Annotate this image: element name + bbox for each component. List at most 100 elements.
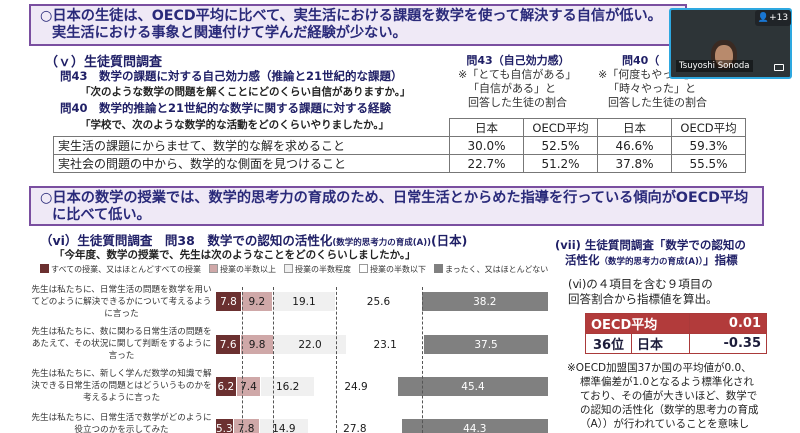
legend-swatch-icon <box>359 264 368 273</box>
note-line: の認知の活性化（数学的思考力の育成 <box>580 404 759 416</box>
bar-label: 先生は私たちに、数に関わる日常生活の問題をあたえて、その状況に関して判断をするよ… <box>31 327 212 361</box>
q43-column-header: 問43（自己効力感） ※「とても自信がある」 「自信がある」と 回答した生徒の割… <box>458 54 578 110</box>
boundary-line <box>421 287 423 433</box>
q43-note-3: 回答した生徒の割合 <box>468 96 567 109</box>
table-cell-japan-q43: 22.7% <box>449 154 524 173</box>
summary-box-2-line1: ○日本の数学の授業では、数学的思考力の育成のため、日常生活とからめた指導を行って… <box>40 190 749 206</box>
note-line: ※OECD加盟国37か国の平均値が0.0、 <box>567 362 752 374</box>
section-vi-heading-tail: (日本) <box>430 233 468 248</box>
boundary-line <box>336 287 338 433</box>
note-line: 標準偏差が1.0となるよう標準化され <box>580 376 754 388</box>
section-vii-desc-2: 回答割合から指標値を算出。 <box>568 292 718 306</box>
header-japan-q43: 日本 <box>449 118 524 137</box>
table-cell-oecd-q40: 59.3% <box>671 136 746 155</box>
section-vii-note: ※OECD加盟国37か国の平均値が0.0、 標準偏差が1.0となるよう標準化され… <box>567 361 759 431</box>
legend-item: すべての授業、又はほとんどすべての授業 <box>40 264 201 275</box>
q40-column-title: 問40（ <box>622 54 660 67</box>
japan-rank: 36位 <box>585 333 632 354</box>
boundary-line <box>272 287 274 433</box>
oecd-average-value: 0.01 <box>689 313 767 334</box>
bar-segment: 24.9 <box>315 377 398 396</box>
table-cell-japan-q40: 46.6% <box>597 136 672 155</box>
q43-prompt: 「次のような数学の問題を解くことにどのくらい自信がありますか。」 <box>80 86 411 98</box>
bar-segment: 7.8 <box>216 292 242 311</box>
section-vii-heading-2a: 活性化 <box>565 253 600 267</box>
table-cell-oecd-q40: 55.5% <box>671 154 746 173</box>
legend-label: まったく、又はほとんどない <box>445 265 549 274</box>
section-vi-prompt: 「今年度、数学の授業で、先生は次のようなことをどのくらいしましたか。」 <box>54 249 416 261</box>
q40-title: 問40 数学的推論と21世紀的な数学に関する課題に対する経験 <box>60 101 392 115</box>
section-vii-heading-2b: （数学的思考力の育成(A)） <box>599 257 704 267</box>
bar-segment: 25.6 <box>336 292 422 311</box>
summary-box-1-line1: ○日本の生徒は、OECD平均に比べて、実生活における課題を数学を使って解決する自… <box>40 8 662 24</box>
japan-value: -0.35 <box>689 333 767 354</box>
participant-avatar <box>715 45 733 67</box>
bar-segment: 7.6 <box>216 335 242 354</box>
summary-box-1-line2: 実生活における事象と関連付けて学んだ経験が少ない。 <box>52 25 407 41</box>
legend-swatch-icon <box>284 264 293 273</box>
section-vii-heading-line1: (vii) 生徒質問調査「数学での認知の <box>555 238 746 252</box>
participants-count-button[interactable]: 👤+13 <box>755 10 791 26</box>
header-oecd-q40: OECD平均 <box>671 118 746 137</box>
table-row-item: 実社会の問題の中から、数学的な側面を見つけること <box>53 154 450 173</box>
note-line: ており、その値が大きいほど、数学で <box>580 390 758 402</box>
bar-segment: 5.3 <box>216 419 234 433</box>
bar-segment: 27.8 <box>309 419 402 433</box>
boundary-line <box>242 287 243 433</box>
summary-box-2-line2: に比べて低い。 <box>52 207 151 223</box>
bar-segment: 23.1 <box>347 335 425 354</box>
section-vii-heading-line2: 活性化（数学的思考力の育成(A)）」指標 <box>555 253 746 270</box>
table-cell-japan-q40: 37.8% <box>597 154 672 173</box>
summary-box-2: ○日本の数学の授業では、数学的思考力の育成のため、日常生活とからめた指導を行って… <box>29 186 764 226</box>
bar-segment: 14.9 <box>259 419 310 433</box>
index-score-table: OECD平均 0.01 36位 日本 -0.35 <box>584 313 767 354</box>
bar-segment: 9.2 <box>242 292 273 311</box>
q40-note-2: 「時々やった」と <box>608 82 696 95</box>
legend-label: すべての授業、又はほとんどすべての授業 <box>51 265 201 274</box>
note-line: （A））が行われていることを意味し <box>580 418 750 430</box>
legend-item: 授業の半数以下 <box>359 264 426 275</box>
participant-name: Tsuyoshi Sonoda <box>676 60 753 72</box>
bar-segment: 44.3 <box>401 419 549 433</box>
header-oecd-q43: OECD平均 <box>523 118 598 137</box>
oecd-average-row: OECD平均 0.01 <box>584 313 767 334</box>
camera-icon[interactable] <box>774 64 784 71</box>
section-vii-desc: (ⅵ)の４項目を含む９項目の 回答割合から指標値を算出。 <box>568 277 718 307</box>
stacked-bar: 7.8 9.2 19.1 25.6 38.2 <box>216 292 549 311</box>
section-vi-heading: （vi）生徒質問調査 問38 数学での認知の活性化(数学的思考力の育成(A))(… <box>40 230 467 249</box>
q40-prompt: 「学校で、次のような数学的な活動をどのくらいやりましたか。」 <box>80 119 390 131</box>
legend-label: 授業の半数以上 <box>220 265 276 274</box>
bar-segment: 45.4 <box>397 377 549 396</box>
section-vii-heading-2c: 」指標 <box>703 253 738 267</box>
legend-swatch-icon <box>40 264 49 273</box>
section-vii-heading: (vii) 生徒質問調査「数学での認知の 活性化（数学的思考力の育成(A)）」指… <box>555 238 746 270</box>
summary-box-1: ○日本の生徒は、OECD平均に比べて、実生活における課題を数学を使って解決する自… <box>29 4 687 46</box>
bar-segment: 22.0 <box>273 335 348 354</box>
stacked-bar: 5.3 7.8 14.9 27.8 44.3 <box>216 419 549 433</box>
table-row: 実生活の課題にからませて、数学的な解を求めること 30.0% 52.5% 46.… <box>53 136 746 155</box>
bar-segment: 19.1 <box>272 292 337 311</box>
person-icon: 👤 <box>757 13 770 23</box>
section-v-heading: （ｖ）生徒質問調査 <box>45 55 163 70</box>
japan-row: 36位 日本 -0.35 <box>585 333 767 354</box>
legend-swatch-icon <box>434 264 443 273</box>
bar-segment: 16.2 <box>261 377 316 396</box>
legend-label: 授業の半数以下 <box>370 265 426 274</box>
section-vi-heading-small: (数学的思考力の育成(A)) <box>332 238 431 248</box>
bar-segment: 6.2 <box>216 377 237 396</box>
section-vi-heading-main: （vi）生徒質問調査 問38 数学での認知の活性化 <box>40 233 333 248</box>
table-cell-oecd-q43: 51.2% <box>523 154 598 173</box>
bar-segment: 37.5 <box>424 335 549 354</box>
section-vii-desc-1: (ⅵ)の４項目を含む９項目の <box>568 277 713 291</box>
stacked-bar: 6.2 7.4 16.2 24.9 45.4 <box>216 377 549 396</box>
bar-segment: 7.8 <box>233 419 260 433</box>
table-cell-japan-q43: 30.0% <box>449 136 524 155</box>
bar-label: 先生は私たちに、日常生活の問題を数学を用いてどのように解決できるかについて考える… <box>31 285 212 319</box>
bar-label: 先生は私たちに、新しく学んだ数学の知識で解決できる日常生活の問題とはどういうもの… <box>31 369 212 403</box>
participants-count: +13 <box>769 13 789 23</box>
table-header-row: 日本 OECD平均 日本 OECD平均 <box>54 118 746 137</box>
japan-label: 日本 <box>630 333 691 354</box>
legend-swatch-icon <box>209 264 218 273</box>
chart-legend: すべての授業、又はほとんどすべての授業 授業の半数以上 授業の半数程度 授業の半… <box>40 264 548 275</box>
q40-note-3: 回答した生徒の割合 <box>608 96 707 109</box>
